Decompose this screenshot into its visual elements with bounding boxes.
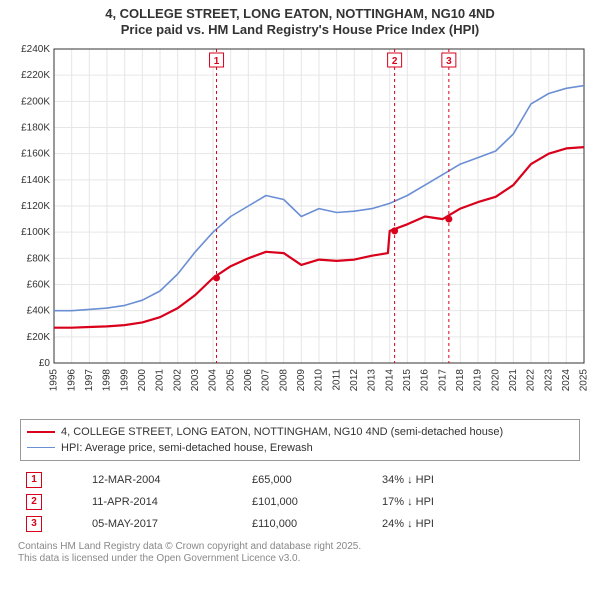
svg-text:2: 2 <box>392 56 398 67</box>
svg-text:£20K: £20K <box>27 331 51 342</box>
svg-text:2012: 2012 <box>349 368 360 391</box>
svg-text:2008: 2008 <box>278 368 289 391</box>
svg-text:2024: 2024 <box>561 368 572 391</box>
marker-table-row: 1 12-MAR-2004 £65,000 34% ↓ HPI <box>26 469 586 491</box>
svg-text:£120K: £120K <box>21 201 50 212</box>
svg-text:2004: 2004 <box>208 368 219 391</box>
chart-title: 4, COLLEGE STREET, LONG EATON, NOTTINGHA… <box>10 6 590 39</box>
footnote: Contains HM Land Registry data © Crown c… <box>18 541 590 566</box>
marker-badge: 1 <box>26 472 42 488</box>
marker-table-row: 3 05-MAY-2017 £110,000 24% ↓ HPI <box>26 513 586 535</box>
svg-text:£140K: £140K <box>21 174 50 185</box>
svg-text:£40K: £40K <box>27 305 51 316</box>
legend-row: 4, COLLEGE STREET, LONG EATON, NOTTINGHA… <box>27 424 573 440</box>
legend-label: 4, COLLEGE STREET, LONG EATON, NOTTINGHA… <box>61 426 503 438</box>
svg-text:2007: 2007 <box>261 368 272 391</box>
svg-text:2006: 2006 <box>243 368 254 391</box>
svg-text:2016: 2016 <box>420 368 431 391</box>
marker-badge: 2 <box>26 494 42 510</box>
svg-text:£180K: £180K <box>21 122 50 133</box>
svg-text:2001: 2001 <box>155 368 166 391</box>
svg-text:2000: 2000 <box>137 368 148 391</box>
svg-text:£100K: £100K <box>21 227 50 238</box>
marker-price: £65,000 <box>252 474 332 486</box>
svg-text:2020: 2020 <box>490 368 501 391</box>
footnote-line-2: This data is licensed under the Open Gov… <box>18 553 300 564</box>
marker-price: £110,000 <box>252 518 332 530</box>
svg-text:£220K: £220K <box>21 70 50 81</box>
svg-text:2022: 2022 <box>526 368 537 391</box>
legend-swatch <box>27 431 55 433</box>
chart-container: 4, COLLEGE STREET, LONG EATON, NOTTINGHA… <box>0 0 600 590</box>
svg-text:1997: 1997 <box>84 368 95 391</box>
marker-table: 1 12-MAR-2004 £65,000 34% ↓ HPI 2 11-APR-2014… <box>26 469 586 535</box>
svg-text:2015: 2015 <box>402 368 413 391</box>
svg-text:2009: 2009 <box>296 368 307 391</box>
svg-text:2019: 2019 <box>473 368 484 391</box>
marker-date: 05-MAY-2017 <box>92 518 202 530</box>
svg-text:2018: 2018 <box>455 368 466 391</box>
legend-row: HPI: Average price, semi-detached house,… <box>27 440 573 456</box>
svg-text:2014: 2014 <box>384 368 395 391</box>
svg-text:3: 3 <box>446 56 452 67</box>
svg-text:1998: 1998 <box>102 368 113 391</box>
title-line-1: 4, COLLEGE STREET, LONG EATON, NOTTINGHA… <box>105 6 495 21</box>
svg-text:2003: 2003 <box>190 368 201 391</box>
legend-swatch <box>27 447 55 448</box>
svg-text:2013: 2013 <box>367 368 378 391</box>
svg-text:2021: 2021 <box>508 368 519 391</box>
svg-text:1996: 1996 <box>66 368 77 391</box>
svg-text:£0: £0 <box>39 358 51 369</box>
svg-text:1995: 1995 <box>49 368 60 391</box>
title-line-2: Price paid vs. HM Land Registry's House … <box>121 22 480 37</box>
svg-text:2002: 2002 <box>172 368 183 391</box>
svg-text:£80K: £80K <box>27 253 51 264</box>
chart-svg: £0 £20K £40K £60K £80K £100K £120K £140K £160K £1… <box>10 43 590 413</box>
svg-text:£160K: £160K <box>21 148 50 159</box>
svg-text:2010: 2010 <box>314 368 325 391</box>
marker-delta: 17% ↓ HPI <box>382 496 434 508</box>
svg-text:2017: 2017 <box>437 368 448 391</box>
marker-date: 12-MAR-2004 <box>92 474 202 486</box>
svg-text:2011: 2011 <box>331 368 342 390</box>
marker-delta: 24% ↓ HPI <box>382 518 434 530</box>
svg-text:1: 1 <box>214 56 220 67</box>
legend-label: HPI: Average price, semi-detached house,… <box>61 442 313 454</box>
svg-text:£60K: £60K <box>27 279 51 290</box>
svg-text:£240K: £240K <box>21 44 50 55</box>
marker-badge: 3 <box>26 516 42 532</box>
footnote-line-1: Contains HM Land Registry data © Crown c… <box>18 541 361 552</box>
svg-text:2025: 2025 <box>579 368 590 391</box>
legend: 4, COLLEGE STREET, LONG EATON, NOTTINGHA… <box>20 419 580 461</box>
marker-delta: 34% ↓ HPI <box>382 474 434 486</box>
svg-text:2023: 2023 <box>543 368 554 391</box>
marker-date: 11-APR-2014 <box>92 496 202 508</box>
svg-text:1999: 1999 <box>119 368 130 391</box>
marker-price: £101,000 <box>252 496 332 508</box>
svg-text:£200K: £200K <box>21 96 50 107</box>
chart-plot: £0 £20K £40K £60K £80K £100K £120K £140K £160K £1… <box>10 43 590 413</box>
svg-text:2005: 2005 <box>225 368 236 391</box>
marker-table-row: 2 11-APR-2014 £101,000 17% ↓ HPI <box>26 491 586 513</box>
